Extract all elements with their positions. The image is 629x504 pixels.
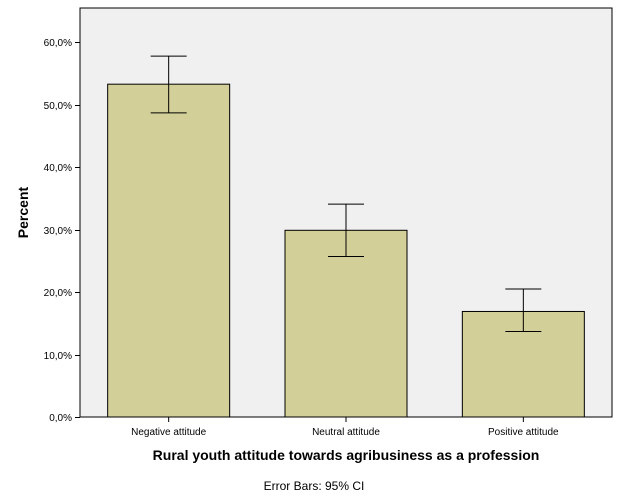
x-tick-label: Negative attitude [131,427,206,438]
y-tick-label: 10,0% [44,351,72,362]
y-tick-label: 20,0% [44,288,72,299]
y-tick-label: 40,0% [44,163,72,174]
bar [107,83,231,418]
bars [107,83,585,418]
y-tick-label: 60,0% [44,38,72,49]
error-bar [150,55,187,114]
y-axis-ticks: 0,0% 10,0% 20,0% 30,0% 40,0% 50,0% 60,0% [44,38,80,424]
error-bars [150,55,542,332]
x-axis-ticks: Negative attitude Neutral attitude Positiv… [131,417,559,438]
y-tick-label: 30,0% [44,226,72,237]
error-bar [505,288,542,332]
bar [284,229,408,418]
error-bar [328,203,364,258]
x-tick-label: Positive attitude [488,427,559,438]
error-bars-footnote: Error Bars: 95% CI [264,479,365,493]
y-axis-title: Percent [15,186,31,238]
y-tick-label: 50,0% [44,101,72,112]
x-tick-label: Neutral attitude [312,427,380,438]
y-tick-label: 0,0% [49,413,72,424]
x-axis-title: Rural youth attitude towards agribusines… [153,447,540,463]
